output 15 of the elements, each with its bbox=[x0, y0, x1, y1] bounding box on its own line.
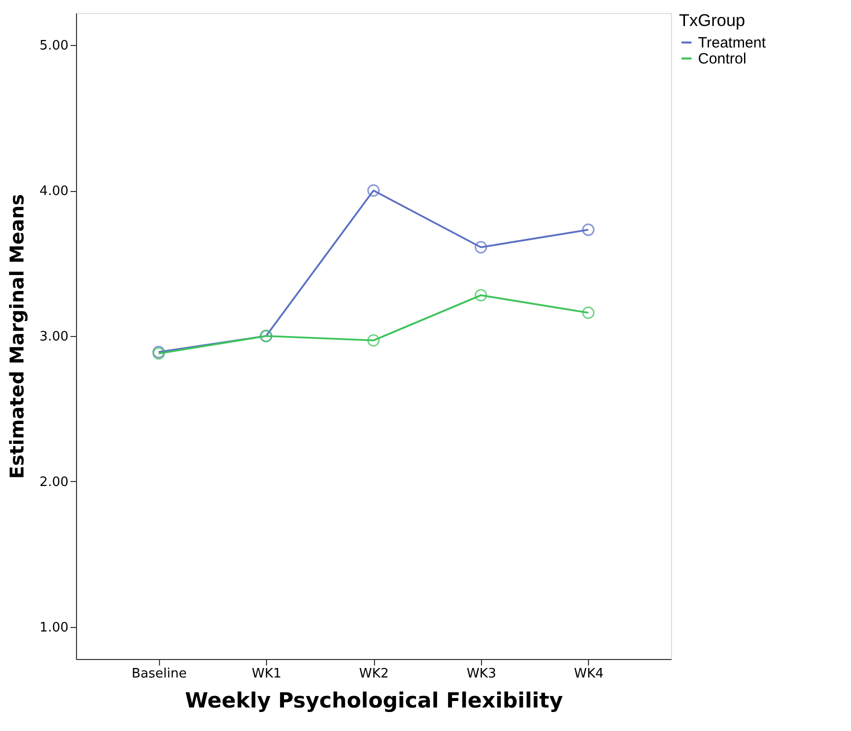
legend-label: Treatment bbox=[698, 34, 767, 52]
x-tick-label: WK4 bbox=[574, 666, 604, 682]
legend-label: Control bbox=[698, 50, 746, 68]
y-tick-label: 5.00 bbox=[40, 38, 68, 54]
x-tick-label: WK3 bbox=[466, 666, 496, 682]
x-axis-title: Weekly Psychological Flexibility bbox=[185, 688, 564, 712]
y-axis-title: Estimated Marginal Means bbox=[6, 194, 29, 479]
y-tick-label: 3.00 bbox=[40, 330, 68, 344]
x-tick-label: WK2 bbox=[359, 666, 389, 682]
y-tick-label: 2.00 bbox=[40, 474, 68, 490]
y-tick-label: 1.00 bbox=[40, 620, 68, 636]
y-tick-label: 4.00 bbox=[40, 184, 68, 200]
x-tick-label: Baseline bbox=[132, 666, 187, 682]
x-tick-label: WK1 bbox=[252, 666, 282, 682]
legend-title: TxGroup bbox=[679, 11, 746, 30]
